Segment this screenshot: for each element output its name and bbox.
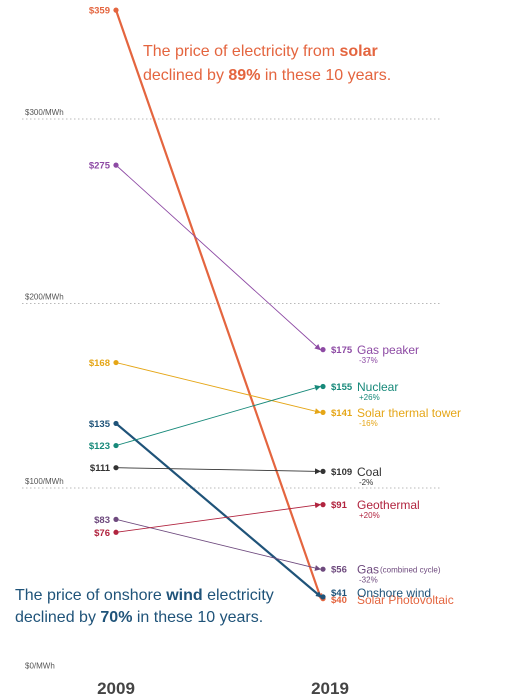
annotation-segment: in these 10 years. [132,609,263,626]
point-2009-onshore-wind [113,420,119,427]
point-2009-solar-thermal-tower [113,359,119,366]
x-tick-2009: 2009 [97,679,135,698]
series-line-nuclear [115,385,321,446]
label-2009-geothermal: $76 [94,528,110,539]
label-2009-onshore-wind: $135 [89,419,111,430]
label-2009-solar-photovoltaic: $359 [89,6,110,17]
series-labels: $359 $40 Solar Photovoltaic $275 $175 Gas pea… [89,6,461,607]
series-line-coal [115,467,321,475]
annotation-wind-line-2: declined by 70% in these 10 years. [15,609,263,626]
annotation-segment: wind [165,587,202,604]
label-2019-solar-thermal-tower: $141 [331,408,353,419]
label-2009-gas-peaker: $275 [89,161,111,172]
label-2009-gas: $83 [94,515,110,526]
series-line-geothermal [115,502,321,533]
point-2009-gas [113,516,119,522]
series-lines [114,9,323,600]
point-2019-nuclear [320,383,326,390]
series-change-gas: -32% [359,576,378,585]
y-tick-label: $300/MWh [25,108,64,117]
annotation-wind-line-1: The price of onshore wind electricity [15,587,274,604]
label-2019-gas: $56 [331,565,347,576]
point-2009-coal [113,465,119,471]
annotation-segment: The price of electricity from [143,43,340,60]
series-line-solar-thermal-tower [115,362,321,415]
series-name-nuclear: Nuclear [357,380,398,394]
annotation-segment: in these 10 years. [260,67,391,84]
series-name-solar-photovoltaic: Solar Photovoltaic [357,593,454,607]
y-tick-label: $200/MWh [25,293,64,302]
annotation-segment: 70% [100,609,132,626]
label-2009-coal: $111 [90,463,111,474]
series-name-geothermal: Geothermal [357,498,420,512]
series-change-solar-thermal-tower: -16% [359,419,378,428]
point-2019-gas [320,566,326,572]
point-2009-solar-photovoltaic [113,7,119,13]
gridlines: $0/MWh $100/MWh $200/MWh $300/MWh [22,108,442,671]
label-2019-coal: $109 [331,467,352,478]
x-tick-2019: 2019 [311,679,349,698]
series-line-gas-peaker [115,164,321,351]
point-2009-gas-peaker [113,162,119,168]
annotation-segment: electricity [203,587,274,604]
annotation-segment: declined by [143,67,228,84]
series-line-solar-photovoltaic [114,9,323,600]
series-change-geothermal: +20% [359,511,380,520]
series-change-nuclear: +26% [359,393,380,402]
y-tick-label: $0/MWh [25,662,55,671]
label-2019-solar-photovoltaic: $40 [331,595,347,606]
series-name-coal: Coal [357,465,382,479]
series-line-gas [115,518,321,571]
series-name-gas: Gas [357,563,379,577]
point-2019-geothermal [320,502,326,508]
label-2019-nuclear: $155 [331,382,353,393]
annotation-solar-line-1: The price of electricity from solar [143,43,378,60]
annotation-segment: The price of onshore [15,587,166,604]
series-name-suffix-gas: (combined cycle) [380,566,441,575]
point-2009-geothermal [113,529,119,535]
label-2019-gas-peaker: $175 [331,345,353,356]
label-2019-geothermal: $91 [331,500,348,511]
point-2019-gas-peaker [320,347,326,353]
point-2019-coal [320,468,326,474]
point-2019-solar-thermal-tower [320,409,326,415]
annotations: The price of electricity from solar decli… [15,43,391,626]
y-tick-label: $100/MWh [25,477,64,486]
annotation-segment: declined by [15,609,100,626]
point-2019-onshore-wind [320,594,326,600]
label-2009-solar-thermal-tower: $168 [89,358,110,369]
series-name-onshore-wind: Onshore wind [357,586,431,600]
series-line-onshore-wind [115,422,322,598]
annotation-solar-line-2: declined by 89% in these 10 years. [143,67,391,84]
series-points [113,7,326,602]
point-2009-nuclear [113,442,119,449]
label-2019-onshore-wind: $41 [331,588,348,599]
x-axis: 2009 2019 [97,679,349,698]
series-change-gas-peaker: -37% [359,356,378,365]
annotation-segment: solar [340,43,378,60]
label-2009-nuclear: $123 [89,441,110,452]
series-change-coal: -2% [359,478,373,487]
series-name-solar-thermal-tower: Solar thermal tower [357,406,461,420]
series-name-gas-peaker: Gas peaker [357,343,419,357]
annotation-segment: 89% [228,67,260,84]
